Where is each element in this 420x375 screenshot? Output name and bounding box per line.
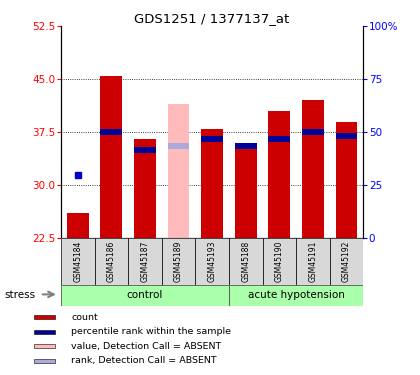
Bar bbox=[229, 238, 262, 285]
Text: value, Detection Call = ABSENT: value, Detection Call = ABSENT bbox=[71, 342, 222, 351]
Bar bbox=[330, 238, 363, 285]
Bar bbox=[67, 213, 89, 238]
Bar bbox=[61, 238, 94, 285]
Bar bbox=[128, 238, 162, 285]
Bar bbox=[302, 129, 324, 135]
Text: GSM45189: GSM45189 bbox=[174, 240, 183, 282]
FancyBboxPatch shape bbox=[229, 285, 363, 306]
Bar bbox=[134, 139, 156, 238]
Bar bbox=[34, 330, 55, 334]
Bar bbox=[100, 76, 122, 238]
Text: GSM45186: GSM45186 bbox=[107, 240, 116, 282]
Bar bbox=[336, 133, 357, 138]
Text: stress: stress bbox=[4, 291, 35, 300]
Bar bbox=[94, 238, 128, 285]
Bar bbox=[195, 238, 229, 285]
Title: GDS1251 / 1377137_at: GDS1251 / 1377137_at bbox=[134, 12, 290, 25]
Bar bbox=[162, 238, 195, 285]
Text: count: count bbox=[71, 313, 98, 322]
Bar bbox=[34, 344, 55, 348]
Text: GSM45193: GSM45193 bbox=[207, 240, 217, 282]
Bar bbox=[296, 238, 330, 285]
Bar bbox=[168, 144, 189, 149]
Bar bbox=[168, 104, 189, 238]
Bar bbox=[235, 144, 257, 149]
Text: GSM45192: GSM45192 bbox=[342, 240, 351, 282]
Bar bbox=[268, 136, 290, 142]
Bar bbox=[235, 143, 257, 238]
Text: control: control bbox=[127, 290, 163, 300]
Bar bbox=[34, 358, 55, 363]
FancyBboxPatch shape bbox=[61, 285, 229, 306]
Bar bbox=[302, 100, 324, 238]
Bar bbox=[262, 238, 296, 285]
Text: GSM45191: GSM45191 bbox=[308, 240, 318, 282]
Text: percentile rank within the sample: percentile rank within the sample bbox=[71, 327, 231, 336]
Bar bbox=[100, 129, 122, 135]
Text: GSM45187: GSM45187 bbox=[140, 240, 150, 282]
Text: GSM45184: GSM45184 bbox=[73, 240, 82, 282]
Bar bbox=[201, 136, 223, 142]
Text: acute hypotension: acute hypotension bbox=[248, 290, 344, 300]
Text: rank, Detection Call = ABSENT: rank, Detection Call = ABSENT bbox=[71, 356, 217, 365]
Bar bbox=[34, 315, 55, 319]
Bar bbox=[336, 122, 357, 238]
Bar bbox=[268, 111, 290, 238]
Bar bbox=[134, 147, 156, 153]
Text: GSM45188: GSM45188 bbox=[241, 240, 250, 282]
Bar bbox=[201, 129, 223, 238]
Text: GSM45190: GSM45190 bbox=[275, 240, 284, 282]
